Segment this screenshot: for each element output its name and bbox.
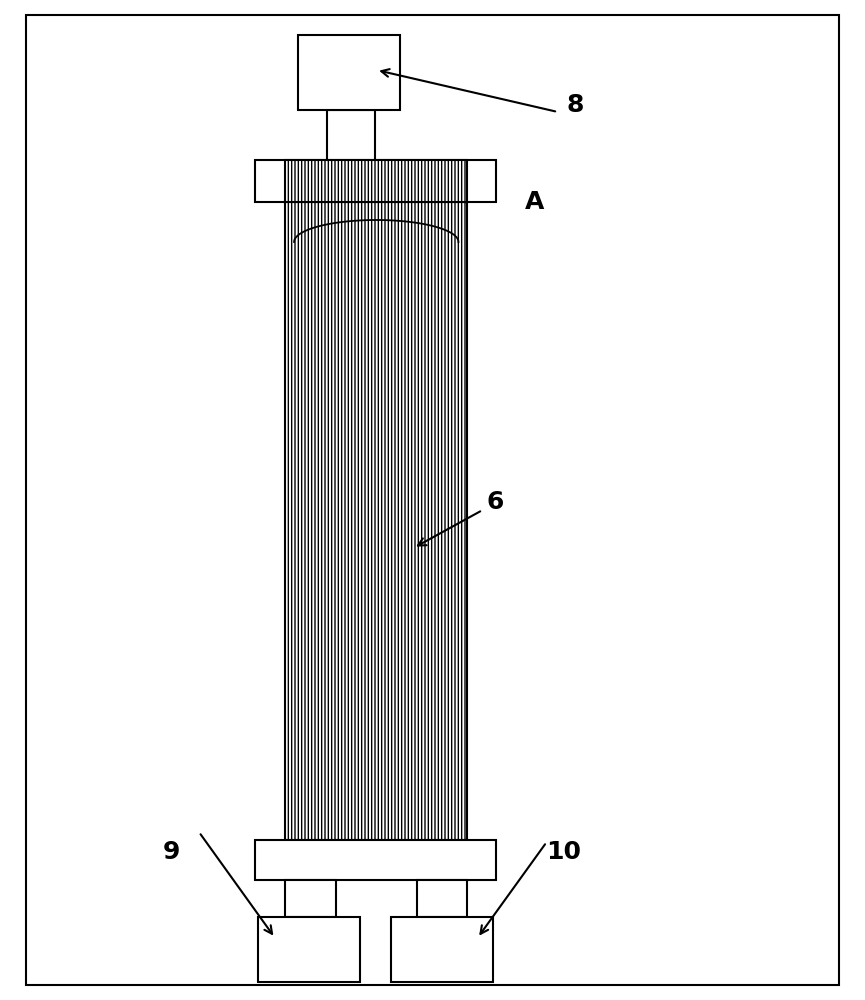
Bar — [391, 917, 493, 982]
Bar — [285, 880, 336, 917]
Bar — [255, 160, 496, 202]
Bar — [327, 110, 375, 160]
Bar — [255, 840, 496, 880]
Text: 9: 9 — [163, 840, 180, 864]
Bar — [285, 200, 467, 840]
Text: 6: 6 — [486, 490, 503, 514]
Bar — [417, 880, 467, 917]
Text: 10: 10 — [547, 840, 581, 864]
Bar — [258, 917, 360, 982]
Bar — [298, 35, 400, 110]
Bar — [285, 160, 467, 202]
Text: A: A — [525, 190, 544, 214]
Text: 8: 8 — [567, 93, 584, 117]
